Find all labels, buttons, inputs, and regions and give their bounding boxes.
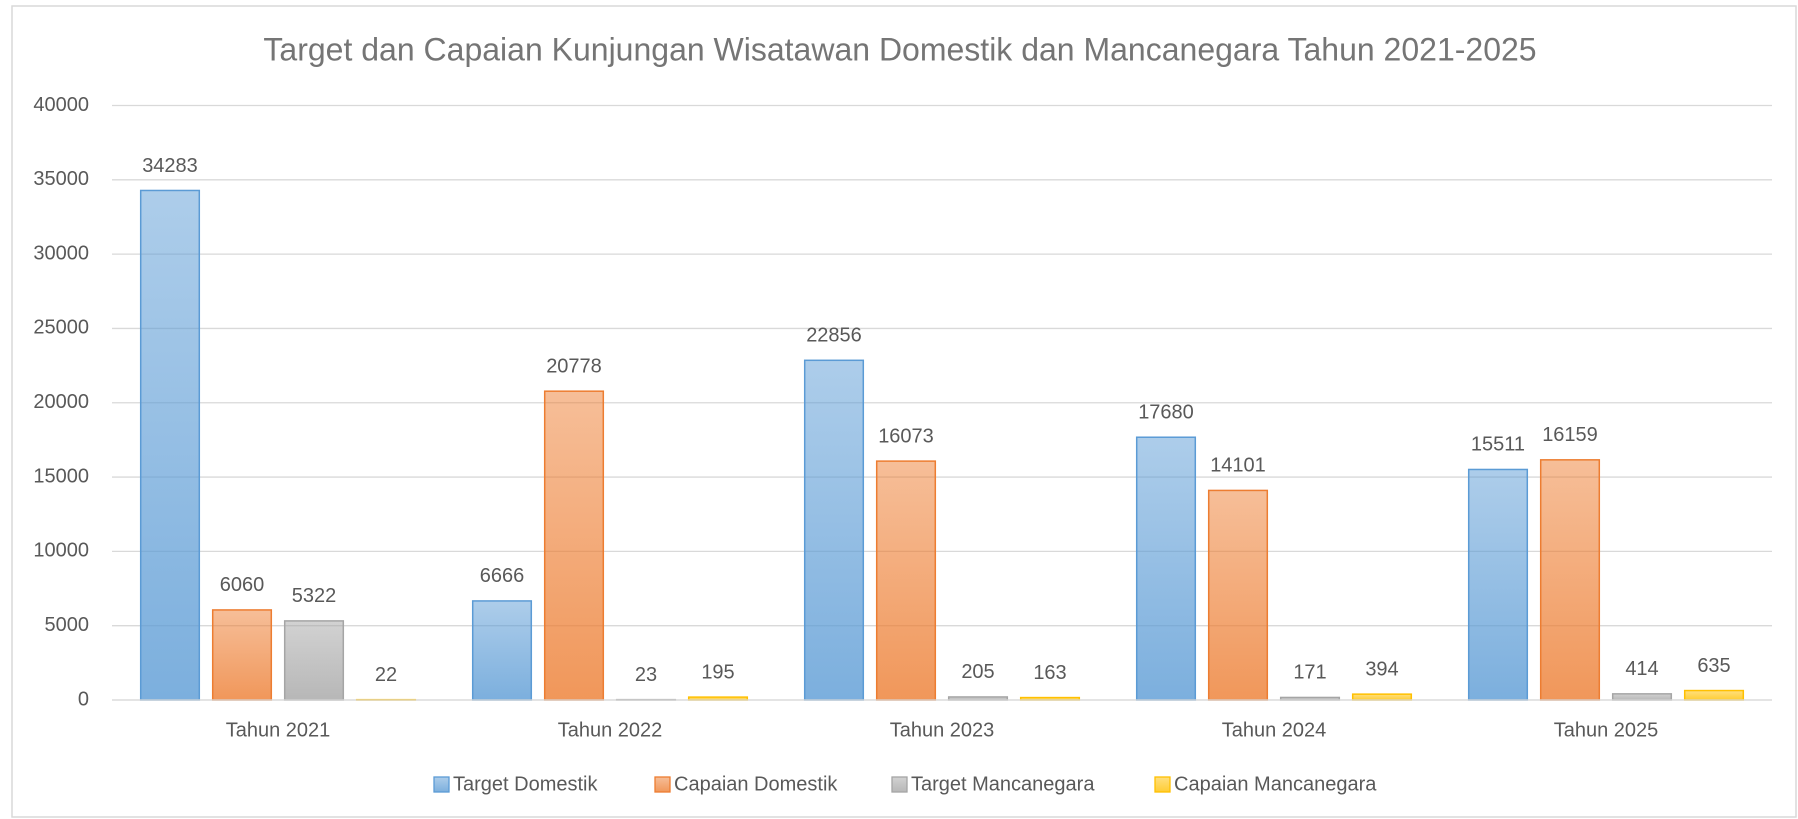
y-tick-label: 10000 bbox=[33, 540, 89, 562]
legend-swatch bbox=[654, 776, 671, 793]
y-tick-label: 15000 bbox=[33, 465, 89, 487]
data-label: 34283 bbox=[142, 155, 198, 177]
chart-title: Target dan Capaian Kunjungan Wisatawan D… bbox=[263, 31, 1536, 67]
bar bbox=[543, 390, 605, 701]
y-tick-label: 30000 bbox=[33, 242, 89, 264]
bar bbox=[139, 189, 201, 701]
y-tick-label: 35000 bbox=[33, 168, 89, 190]
bar bbox=[803, 359, 865, 701]
data-label: 23 bbox=[635, 664, 657, 686]
bar bbox=[1135, 436, 1197, 701]
data-label: 14101 bbox=[1210, 455, 1266, 477]
legend-swatch bbox=[891, 776, 908, 793]
bar bbox=[1351, 693, 1413, 701]
y-tick-label: 5000 bbox=[45, 614, 90, 636]
data-label: 171 bbox=[1293, 662, 1326, 684]
data-label: 635 bbox=[1697, 655, 1730, 677]
bar bbox=[1467, 468, 1529, 701]
data-label: 22856 bbox=[806, 325, 862, 347]
data-label: 163 bbox=[1033, 662, 1066, 684]
legend-swatch bbox=[433, 776, 450, 793]
bar bbox=[1683, 689, 1745, 701]
data-label: 205 bbox=[961, 661, 994, 683]
x-tick-label: Tahun 2021 bbox=[226, 719, 331, 741]
x-tick-label: Tahun 2023 bbox=[890, 719, 995, 741]
data-label: 16073 bbox=[878, 425, 934, 447]
legend-label: Target Mancanegara bbox=[911, 773, 1095, 795]
bar bbox=[1207, 489, 1269, 701]
legend-swatch bbox=[1154, 776, 1171, 793]
data-label: 22 bbox=[375, 664, 397, 686]
x-tick-label: Tahun 2025 bbox=[1554, 719, 1659, 741]
x-tick-label: Tahun 2024 bbox=[1222, 719, 1327, 741]
data-label: 195 bbox=[701, 661, 734, 683]
legend-label: Capaian Mancanegara bbox=[1174, 773, 1377, 795]
y-tick-label: 25000 bbox=[33, 317, 89, 339]
bar bbox=[1611, 693, 1673, 701]
x-tick-label: Tahun 2022 bbox=[558, 719, 663, 741]
data-label: 20778 bbox=[546, 355, 602, 377]
data-label: 6060 bbox=[220, 574, 265, 596]
bar bbox=[471, 600, 533, 701]
data-label: 414 bbox=[1625, 658, 1658, 680]
y-tick-label: 0 bbox=[78, 688, 89, 710]
bar bbox=[211, 609, 273, 701]
data-label: 15511 bbox=[1471, 434, 1525, 456]
data-label: 5322 bbox=[292, 585, 337, 607]
data-label: 6666 bbox=[480, 565, 525, 587]
data-label: 16159 bbox=[1542, 424, 1598, 446]
legend-label: Capaian Domestik bbox=[674, 773, 838, 795]
bar bbox=[283, 620, 345, 701]
y-tick-label: 40000 bbox=[33, 94, 89, 116]
data-label: 394 bbox=[1365, 658, 1398, 680]
data-label: 17680 bbox=[1138, 402, 1194, 424]
bar bbox=[1539, 459, 1601, 701]
y-tick-label: 20000 bbox=[33, 391, 89, 413]
legend-label: Target Domestik bbox=[453, 773, 598, 795]
bar bbox=[875, 460, 937, 701]
